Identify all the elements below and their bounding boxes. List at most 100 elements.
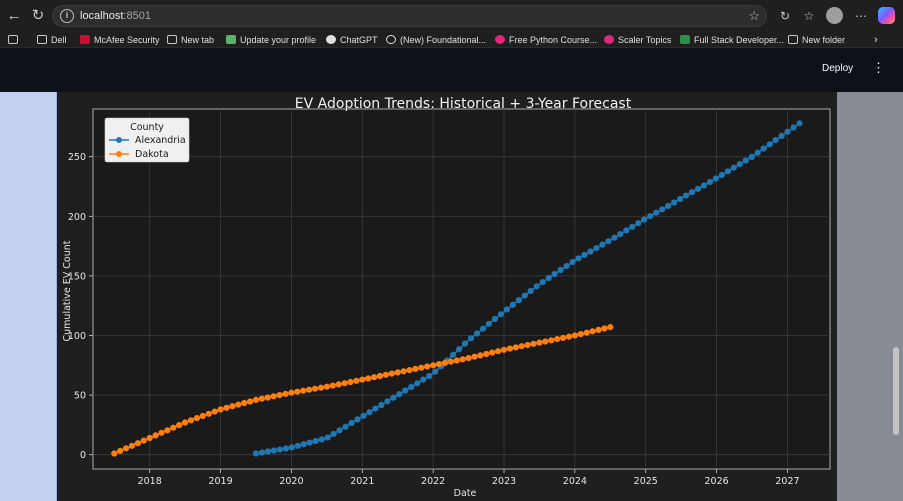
data-point-alexandria [396,391,403,398]
data-point-alexandria [659,206,666,213]
scrollbar-thumb[interactable] [893,347,899,435]
address-bar[interactable]: i localhost:8501 ☆ [52,5,767,27]
tab-actions-icon[interactable] [8,33,22,47]
copilot-icon[interactable] [878,7,895,24]
data-point-alexandria [461,340,469,347]
chart-title: EV Adoption Trends: Historical + 3-Year … [295,96,632,112]
data-point-dakota [412,365,419,372]
chatgpt-icon [326,35,336,44]
data-point-alexandria [724,168,732,175]
data-point-alexandria [270,447,277,454]
y-tick-label: 150 [68,271,86,282]
more-options-icon[interactable]: ⋯ [855,9,867,23]
data-point-dakota [335,381,342,388]
data-point-alexandria [557,266,564,274]
deploy-button[interactable]: Deploy [822,63,854,74]
data-point-dakota [170,424,177,431]
data-point-dakota [252,396,260,403]
data-point-alexandria [450,351,457,358]
data-point-dakota [341,380,348,387]
bookmark-new-tab[interactable]: New tab [167,33,214,47]
scaler-icon [495,35,505,44]
bookmark-scaler-topics[interactable]: Scaler Topics [604,33,671,47]
data-point-alexandria [736,161,743,168]
favorites-icon[interactable]: ☆ [803,9,815,23]
bookmark-mcafee[interactable]: McAfee Security [80,33,160,47]
y-tick-label: 50 [74,391,86,402]
data-point-dakota [217,406,224,413]
main-menu-icon[interactable]: ⋮ [872,60,885,75]
bookmark-label: Update your profile [240,35,317,45]
data-point-dakota [229,403,236,410]
bookmark-foundational[interactable]: (New) Foundational... [386,33,486,47]
bookmark-star-icon[interactable]: ☆ [748,8,760,23]
data-point-dakota [554,336,561,343]
data-point-alexandria [617,231,624,238]
tracking-prevention-icon[interactable]: ↻ [779,9,791,23]
data-point-dakota [447,358,454,365]
data-point-alexandria [718,171,726,179]
bookmark-update-profile[interactable]: Update your profile [226,33,316,47]
back-icon[interactable]: ← [6,7,22,24]
data-point-dakota [311,385,319,392]
x-tick-label: 2019 [208,476,232,487]
data-point-dakota [607,324,614,331]
data-point-dakota [542,338,549,345]
newtab-icon [167,35,177,44]
bookmark-dell[interactable]: Dell [37,33,67,47]
data-point-dakota [211,408,218,415]
data-point-dakota [424,363,431,370]
data-point-dakota [117,447,124,454]
bookmark-full-stack[interactable]: Full Stack Developer... [680,33,784,47]
data-point-dakota [382,371,389,378]
series-lines [111,120,803,457]
data-point-alexandria [456,346,463,353]
data-point-alexandria [772,137,779,144]
site-info-icon[interactable]: i [60,9,74,23]
chevron-right-icon[interactable]: › [874,34,878,46]
url-text: localhost:8501 [80,10,151,22]
data-point-dakota [241,399,248,407]
data-point-dakota [146,434,153,442]
profile-avatar[interactable] [826,7,843,24]
data-point-alexandria [778,132,785,139]
data-point-dakota [193,415,200,422]
data-point-dakota [436,361,443,368]
data-point-dakota [595,326,602,333]
data-point-dakota [536,339,543,346]
data-point-alexandria [706,178,714,186]
anthropic-icon [386,35,396,44]
data-point-dakota [152,432,159,439]
data-point-alexandria [605,238,612,245]
data-point-alexandria [354,416,361,423]
data-point-alexandria [414,380,421,387]
data-point-alexandria [754,149,761,156]
x-tick-label: 2023 [492,476,516,487]
data-point-dakota [128,442,136,449]
data-point-alexandria [408,383,415,390]
bookmark-new-folder[interactable]: New folder [788,33,845,47]
data-point-alexandria [294,442,301,449]
data-point-alexandria [366,409,373,416]
bookmark-free-python[interactable]: Free Python Course... [495,33,597,47]
x-tick-label: 2021 [350,476,374,487]
data-point-alexandria [521,292,528,299]
data-point-dakota [247,398,254,405]
data-point-alexandria [796,120,803,127]
data-point-dakota [530,340,537,347]
app-main: 2018 2019 2020 2021 2022 2023 2024 2025 2026 2027… [0,92,903,501]
legend-label-dakota: Dakota [135,149,169,160]
url-host: localhost [80,10,124,22]
reload-icon[interactable]: ↻ [31,7,45,24]
bookmark-chatgpt[interactable]: ChatGPT [326,33,378,47]
data-point-alexandria [593,245,600,252]
data-point-alexandria [629,223,636,230]
right-panel [837,92,903,501]
data-point-dakota [258,395,265,402]
x-tick-label: 2022 [421,476,445,487]
data-point-alexandria [252,450,260,457]
data-point-dakota [583,329,590,336]
data-point-dakota [441,359,449,366]
x-tick-label: 2020 [279,476,303,487]
data-point-alexandria [432,368,439,375]
